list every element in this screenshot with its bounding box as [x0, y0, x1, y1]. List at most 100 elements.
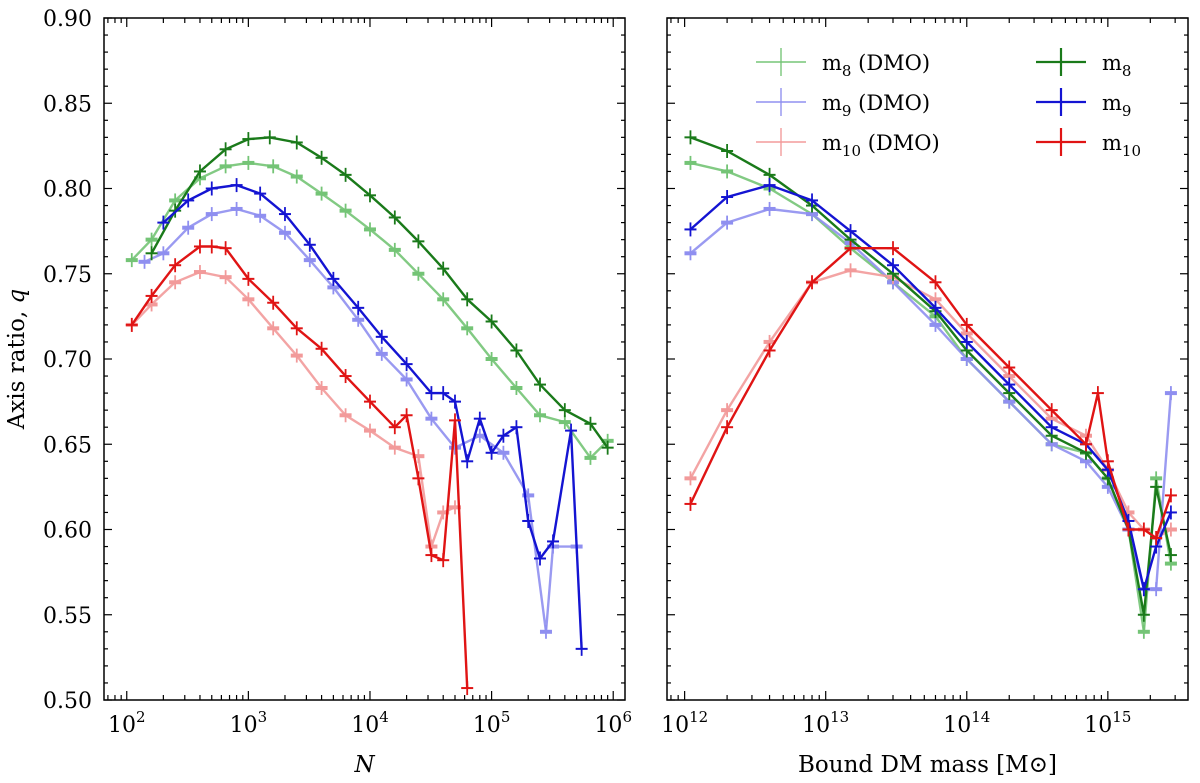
right-series-m9: [689, 183, 1173, 591]
left-panel: 0.50 0.55 0.60 0.65 0.70 0.75 0.80 0.85 0.90 102 1…: [4, 7, 632, 778]
left-point-m9-dmo: [182, 220, 195, 235]
left-point-m8-dmo: [315, 186, 328, 201]
x-tick-label: 1015: [1084, 708, 1131, 738]
right-point-m10: [1003, 360, 1016, 375]
left-point-m8: [485, 314, 498, 329]
right-point-m9: [1137, 582, 1150, 597]
right-point-m9: [929, 300, 942, 315]
left-point-m10: [425, 548, 438, 563]
right-point-m10: [844, 241, 857, 256]
left-point-m8: [601, 440, 614, 455]
left-point-m10: [400, 408, 413, 423]
x-tick-label: 1013: [802, 708, 849, 738]
left-point-m10: [388, 420, 401, 435]
left-point-m9: [400, 357, 413, 372]
right-point-m10: [1164, 488, 1177, 503]
left-point-m8-dmo: [388, 242, 401, 257]
left-point-m9: [157, 215, 170, 230]
left-point-m9: [327, 271, 340, 286]
right-point-m9-dmo: [684, 246, 697, 261]
right-point-m10: [684, 496, 697, 511]
left-point-m9: [230, 178, 243, 193]
right-point-m10: [1122, 522, 1135, 537]
left-point-m8-dmo: [242, 155, 255, 170]
right-point-m8-dmo: [721, 164, 734, 179]
x-tick-label: 102: [108, 708, 146, 738]
y-tick-label: 0.55: [43, 604, 92, 629]
left-point-m10: [193, 239, 206, 254]
right-point-m9-dmo: [929, 317, 942, 332]
right-x-axis-label: Bound DM mass [M⊙]: [798, 752, 1057, 778]
legend-entry-m8-dmo: m8 (DMO): [756, 48, 930, 80]
left-point-m8-dmo: [219, 159, 232, 174]
left-point-m10: [169, 258, 182, 273]
right-point-m9: [684, 222, 697, 237]
right-point-m10: [1091, 386, 1104, 401]
left-series-m8: [150, 136, 609, 449]
left-point-m8: [339, 167, 352, 182]
left-point-m10-dmo: [169, 275, 182, 290]
right-point-m10: [1079, 437, 1092, 452]
left-point-m8-dmo: [510, 380, 523, 395]
left-point-m8-dmo: [584, 450, 597, 465]
left-point-m9: [437, 386, 450, 401]
x-tick-label: 105: [473, 708, 511, 738]
right-point-m10: [887, 241, 900, 256]
left-point-m10: [461, 681, 474, 696]
left-point-m9: [278, 207, 291, 222]
right-y-ticks: [667, 17, 1188, 701]
left-point-m8-dmo: [461, 321, 474, 336]
right-point-m9: [887, 258, 900, 273]
right-point-m9-dmo: [1150, 582, 1163, 597]
left-point-m10: [412, 471, 425, 486]
right-point-m8: [1150, 479, 1163, 494]
y-tick-label: 0.65: [43, 433, 92, 458]
left-point-m8: [584, 416, 597, 431]
right-point-m8: [721, 143, 734, 158]
left-point-m8: [363, 188, 376, 203]
left-point-m8-dmo: [412, 266, 425, 281]
left-point-m10: [448, 413, 461, 428]
left-point-m9-dmo: [539, 624, 552, 639]
right-point-m10-dmo: [684, 471, 697, 486]
legend-entry-m10: m10: [1036, 128, 1141, 160]
y-tick-label: 0.50: [43, 689, 92, 714]
left-point-m8: [219, 142, 232, 157]
left-point-m10: [437, 553, 450, 568]
right-point-m8-dmo: [1137, 624, 1150, 639]
legend-entry-m10-dmo: m10 (DMO): [756, 128, 940, 160]
left-point-m8-dmo: [267, 159, 280, 174]
left-point-m10-dmo: [363, 423, 376, 438]
right-panel: 1012 1013 1014 1015 Bound DM mass [M⊙]: [661, 17, 1189, 778]
right-point-m9: [806, 193, 819, 208]
right-point-m8: [684, 130, 697, 145]
right-point-m10: [1150, 531, 1163, 546]
left-point-m9-dmo: [497, 445, 510, 460]
right-point-m9: [844, 224, 857, 239]
left-y-ticks: [104, 17, 625, 701]
left-point-m9-dmo: [352, 312, 365, 327]
right-point-m9: [1164, 505, 1177, 520]
left-point-m10-dmo: [242, 292, 255, 307]
right-point-m10-dmo: [844, 263, 857, 278]
x-tick-label: 1012: [661, 708, 708, 738]
y-tick-label: 0.90: [43, 7, 92, 32]
left-point-m10: [267, 295, 280, 310]
left-point-m8-dmo: [290, 169, 303, 184]
left-series-m10: [130, 245, 469, 689]
left-point-m9: [473, 411, 486, 426]
left-point-m10: [339, 369, 352, 384]
left-point-m8-dmo: [363, 222, 376, 237]
right-series-group: [684, 130, 1177, 639]
left-point-m9: [485, 445, 498, 460]
left-point-m10-dmo: [219, 270, 232, 285]
left-point-m9: [352, 300, 365, 315]
legend-label: m8 (DMO): [822, 51, 930, 80]
right-series-m10-dmo: [689, 269, 1172, 540]
left-point-m9-dmo: [425, 411, 438, 426]
left-point-m10: [363, 394, 376, 409]
right-point-m10: [1137, 522, 1150, 537]
right-point-m9: [721, 190, 734, 205]
left-point-m10-dmo: [339, 408, 352, 423]
